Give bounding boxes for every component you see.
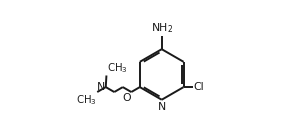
Text: N: N bbox=[158, 102, 166, 112]
Text: O: O bbox=[122, 93, 131, 103]
Text: CH$_3$: CH$_3$ bbox=[76, 93, 97, 107]
Text: CH$_3$: CH$_3$ bbox=[107, 61, 128, 75]
Text: N: N bbox=[97, 82, 105, 92]
Text: Cl: Cl bbox=[193, 82, 204, 92]
Text: NH$_2$: NH$_2$ bbox=[151, 21, 173, 35]
